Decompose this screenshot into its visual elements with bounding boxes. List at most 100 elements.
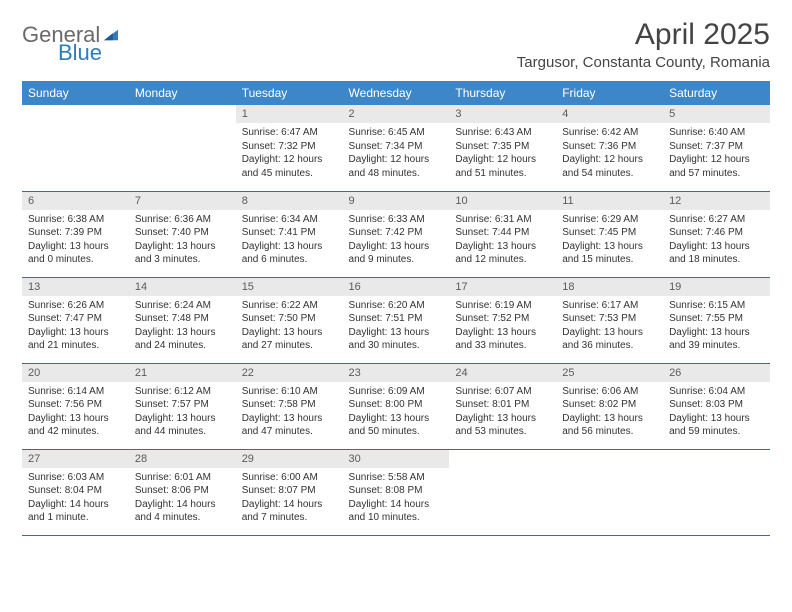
daylight-text: Daylight: 13 hours and 21 minutes.: [28, 326, 123, 353]
day-number: 9: [343, 192, 450, 210]
sunset-text: Sunset: 7:58 PM: [242, 398, 337, 412]
sunset-text: Sunset: 7:52 PM: [455, 312, 550, 326]
calendar-day-cell: 14Sunrise: 6:24 AMSunset: 7:48 PMDayligh…: [129, 277, 236, 363]
day-details: Sunrise: 6:10 AMSunset: 7:58 PMDaylight:…: [236, 382, 343, 445]
day-number: 26: [663, 364, 770, 382]
sunset-text: Sunset: 7:40 PM: [135, 226, 230, 240]
calendar-day-cell: 26Sunrise: 6:04 AMSunset: 8:03 PMDayligh…: [663, 363, 770, 449]
sunrise-text: Sunrise: 6:09 AM: [349, 385, 444, 399]
day-number: 15: [236, 278, 343, 296]
sunrise-text: Sunrise: 6:34 AM: [242, 213, 337, 227]
day-number: 4: [556, 105, 663, 123]
calendar-day-cell: 22Sunrise: 6:10 AMSunset: 7:58 PMDayligh…: [236, 363, 343, 449]
day-details: Sunrise: 6:06 AMSunset: 8:02 PMDaylight:…: [556, 382, 663, 445]
sunset-text: Sunset: 7:57 PM: [135, 398, 230, 412]
day-number: 30: [343, 450, 450, 468]
sunset-text: Sunset: 7:55 PM: [669, 312, 764, 326]
calendar-day-cell: 16Sunrise: 6:20 AMSunset: 7:51 PMDayligh…: [343, 277, 450, 363]
day-number: 14: [129, 278, 236, 296]
daylight-text: Daylight: 12 hours and 54 minutes.: [562, 153, 657, 180]
day-details: Sunrise: 6:04 AMSunset: 8:03 PMDaylight:…: [663, 382, 770, 445]
calendar-day-cell: 20Sunrise: 6:14 AMSunset: 7:56 PMDayligh…: [22, 363, 129, 449]
daylight-text: Daylight: 13 hours and 27 minutes.: [242, 326, 337, 353]
calendar-day-cell: 21Sunrise: 6:12 AMSunset: 7:57 PMDayligh…: [129, 363, 236, 449]
sunrise-text: Sunrise: 6:00 AM: [242, 471, 337, 485]
sunset-text: Sunset: 8:01 PM: [455, 398, 550, 412]
daylight-text: Daylight: 13 hours and 9 minutes.: [349, 240, 444, 267]
daylight-text: Daylight: 13 hours and 18 minutes.: [669, 240, 764, 267]
daylight-text: Daylight: 13 hours and 39 minutes.: [669, 326, 764, 353]
sunset-text: Sunset: 7:50 PM: [242, 312, 337, 326]
calendar-day-cell: 5Sunrise: 6:40 AMSunset: 7:37 PMDaylight…: [663, 105, 770, 191]
calendar-day-cell: 18Sunrise: 6:17 AMSunset: 7:53 PMDayligh…: [556, 277, 663, 363]
day-number: 18: [556, 278, 663, 296]
sunrise-text: Sunrise: 6:38 AM: [28, 213, 123, 227]
calendar-day-cell: 25Sunrise: 6:06 AMSunset: 8:02 PMDayligh…: [556, 363, 663, 449]
sunrise-text: Sunrise: 6:22 AM: [242, 299, 337, 313]
sunrise-text: Sunrise: 6:20 AM: [349, 299, 444, 313]
day-details: Sunrise: 6:17 AMSunset: 7:53 PMDaylight:…: [556, 296, 663, 359]
calendar-day-cell: 8Sunrise: 6:34 AMSunset: 7:41 PMDaylight…: [236, 191, 343, 277]
sunset-text: Sunset: 8:02 PM: [562, 398, 657, 412]
day-details: Sunrise: 6:07 AMSunset: 8:01 PMDaylight:…: [449, 382, 556, 445]
sunrise-text: Sunrise: 6:33 AM: [349, 213, 444, 227]
sunrise-text: Sunrise: 6:40 AM: [669, 126, 764, 140]
sunrise-text: Sunrise: 6:43 AM: [455, 126, 550, 140]
day-number: 6: [22, 192, 129, 210]
sunset-text: Sunset: 7:32 PM: [242, 140, 337, 154]
calendar-day-cell: 19Sunrise: 6:15 AMSunset: 7:55 PMDayligh…: [663, 277, 770, 363]
sunset-text: Sunset: 7:47 PM: [28, 312, 123, 326]
day-details: Sunrise: 6:09 AMSunset: 8:00 PMDaylight:…: [343, 382, 450, 445]
daylight-text: Daylight: 13 hours and 12 minutes.: [455, 240, 550, 267]
calendar-day-cell: 24Sunrise: 6:07 AMSunset: 8:01 PMDayligh…: [449, 363, 556, 449]
day-details: Sunrise: 6:24 AMSunset: 7:48 PMDaylight:…: [129, 296, 236, 359]
sunrise-text: Sunrise: 6:12 AM: [135, 385, 230, 399]
sunrise-text: Sunrise: 6:26 AM: [28, 299, 123, 313]
weekday-header: Sunday: [22, 81, 129, 105]
calendar-day-cell: 7Sunrise: 6:36 AMSunset: 7:40 PMDaylight…: [129, 191, 236, 277]
day-details: Sunrise: 6:42 AMSunset: 7:36 PMDaylight:…: [556, 123, 663, 186]
sunset-text: Sunset: 8:06 PM: [135, 484, 230, 498]
day-number: 13: [22, 278, 129, 296]
calendar-week-row: 6Sunrise: 6:38 AMSunset: 7:39 PMDaylight…: [22, 191, 770, 277]
day-number: 12: [663, 192, 770, 210]
daylight-text: Daylight: 13 hours and 53 minutes.: [455, 412, 550, 439]
day-number: [556, 450, 663, 456]
sunrise-text: Sunrise: 6:47 AM: [242, 126, 337, 140]
daylight-text: Daylight: 13 hours and 59 minutes.: [669, 412, 764, 439]
sunset-text: Sunset: 7:51 PM: [349, 312, 444, 326]
day-number: 1: [236, 105, 343, 123]
weekday-header: Thursday: [449, 81, 556, 105]
day-number: 27: [22, 450, 129, 468]
calendar-day-cell: [556, 449, 663, 535]
sunrise-text: Sunrise: 6:15 AM: [669, 299, 764, 313]
daylight-text: Daylight: 14 hours and 1 minute.: [28, 498, 123, 525]
day-details: Sunrise: 6:47 AMSunset: 7:32 PMDaylight:…: [236, 123, 343, 186]
location-text: Targusor, Constanta County, Romania: [517, 54, 770, 71]
day-details: Sunrise: 6:33 AMSunset: 7:42 PMDaylight:…: [343, 210, 450, 273]
day-details: Sunrise: 6:00 AMSunset: 8:07 PMDaylight:…: [236, 468, 343, 531]
sunset-text: Sunset: 7:37 PM: [669, 140, 764, 154]
day-number: 20: [22, 364, 129, 382]
daylight-text: Daylight: 12 hours and 51 minutes.: [455, 153, 550, 180]
month-title: April 2025: [517, 18, 770, 52]
day-details: Sunrise: 6:27 AMSunset: 7:46 PMDaylight:…: [663, 210, 770, 273]
day-details: Sunrise: 6:14 AMSunset: 7:56 PMDaylight:…: [22, 382, 129, 445]
weekday-header: Wednesday: [343, 81, 450, 105]
day-number: 8: [236, 192, 343, 210]
sunrise-text: Sunrise: 5:58 AM: [349, 471, 444, 485]
weekday-header: Saturday: [663, 81, 770, 105]
sunrise-text: Sunrise: 6:10 AM: [242, 385, 337, 399]
daylight-text: Daylight: 13 hours and 50 minutes.: [349, 412, 444, 439]
daylight-text: Daylight: 13 hours and 0 minutes.: [28, 240, 123, 267]
day-number: 16: [343, 278, 450, 296]
sunset-text: Sunset: 7:46 PM: [669, 226, 764, 240]
daylight-text: Daylight: 13 hours and 44 minutes.: [135, 412, 230, 439]
calendar-day-cell: [449, 449, 556, 535]
calendar-day-cell: 4Sunrise: 6:42 AMSunset: 7:36 PMDaylight…: [556, 105, 663, 191]
day-number: 5: [663, 105, 770, 123]
day-details: Sunrise: 6:12 AMSunset: 7:57 PMDaylight:…: [129, 382, 236, 445]
sunrise-text: Sunrise: 6:42 AM: [562, 126, 657, 140]
sunset-text: Sunset: 7:36 PM: [562, 140, 657, 154]
calendar-day-cell: 9Sunrise: 6:33 AMSunset: 7:42 PMDaylight…: [343, 191, 450, 277]
